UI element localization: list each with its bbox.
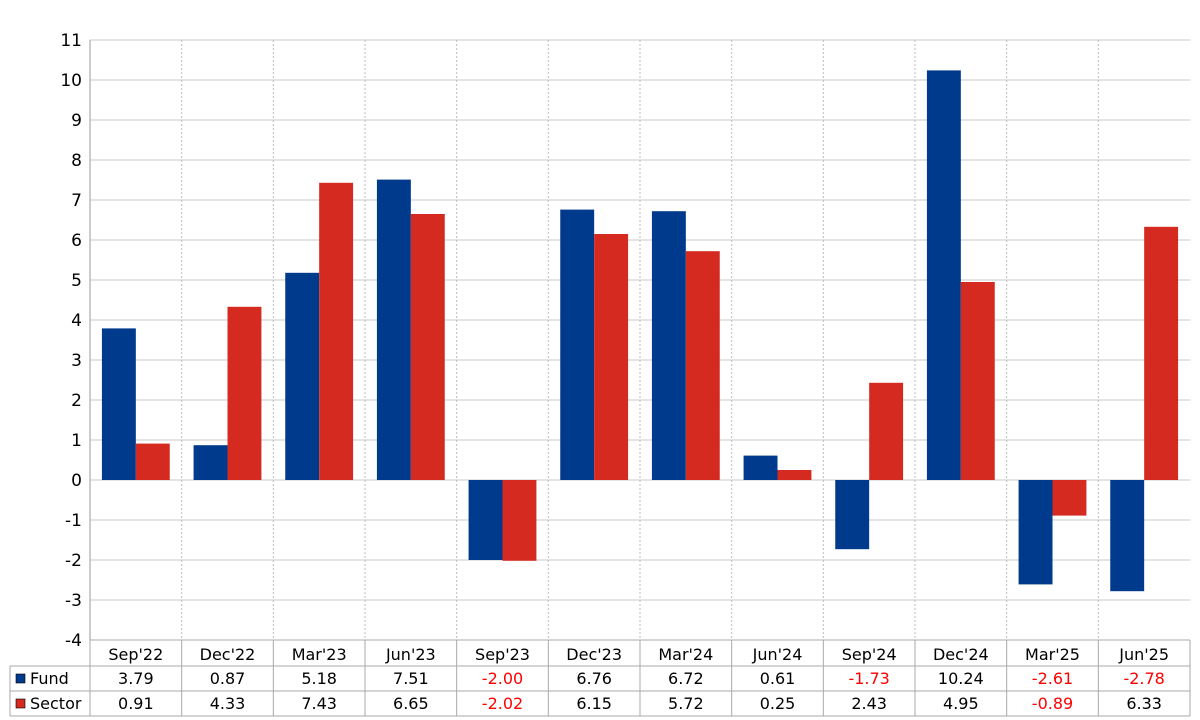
- y-tick-label: -4: [65, 631, 82, 651]
- data-label-sector: 0.91: [118, 694, 154, 713]
- bar-sector-4: [502, 480, 537, 561]
- x-tick-label: Sep'24: [842, 645, 897, 664]
- y-tick-label: 7: [71, 191, 82, 211]
- y-tick-label: 2: [71, 391, 82, 411]
- x-tick-label: Mar'24: [658, 645, 713, 664]
- x-tick-label: Mar'23: [292, 645, 347, 664]
- x-tick-label: Dec'24: [933, 645, 989, 664]
- y-tick-label: 4: [71, 311, 82, 331]
- bar-sector-7: [777, 470, 812, 480]
- data-label-fund: 5.18: [301, 669, 337, 688]
- y-tick-label: 10: [60, 71, 82, 91]
- y-tick-label: 1: [71, 431, 82, 451]
- bar-sector-0: [135, 443, 170, 480]
- bar-sector-8: [869, 382, 904, 480]
- bar-fund-9: [926, 70, 961, 481]
- gridlines: [90, 39, 1190, 641]
- bar-fund-0: [101, 328, 136, 480]
- bar-sector-9: [960, 282, 995, 480]
- legend-swatch-sector: [15, 698, 26, 709]
- data-label-sector: 6.33: [1126, 694, 1162, 713]
- bar-fund-1: [193, 445, 228, 480]
- bar-sector-2: [319, 182, 354, 481]
- bar-fund-6: [651, 211, 686, 480]
- bar-fund-3: [376, 179, 411, 480]
- data-label-sector: 4.33: [210, 694, 246, 713]
- x-tick-label: Sep'22: [108, 645, 163, 664]
- data-label-sector: 0.25: [760, 694, 796, 713]
- data-label-sector: -0.89: [1032, 694, 1073, 713]
- data-label-fund: 0.87: [210, 669, 246, 688]
- y-tick-label: 5: [71, 271, 82, 291]
- data-label-sector: 6.15: [576, 694, 612, 713]
- data-label-sector: 2.43: [851, 694, 887, 713]
- y-tick-label: -1: [65, 511, 82, 531]
- data-label-fund: 6.72: [668, 669, 704, 688]
- data-label-fund: 3.79: [118, 669, 154, 688]
- data-label-fund: 7.51: [393, 669, 429, 688]
- y-tick-label: 11: [60, 31, 82, 51]
- bar-fund-5: [560, 209, 595, 480]
- x-tick-label: Mar'25: [1025, 645, 1080, 664]
- x-tick-label: Jun'23: [385, 645, 436, 664]
- bar-fund-7: [743, 455, 778, 480]
- bar-fund-2: [285, 272, 320, 480]
- bar-sector-1: [227, 306, 262, 480]
- bar-fund-8: [835, 480, 870, 550]
- bar-fund-4: [468, 480, 503, 560]
- data-label-sector: -2.02: [482, 694, 523, 713]
- x-tick-label: Dec'23: [566, 645, 622, 664]
- y-tick-label: -2: [65, 551, 82, 571]
- data-label-fund: 10.24: [938, 669, 984, 688]
- data-label-fund: -2.00: [482, 669, 523, 688]
- x-tick-label: Jun'25: [1118, 645, 1169, 664]
- x-tick-label: Sep'23: [475, 645, 530, 664]
- bar-sector-5: [594, 234, 629, 480]
- data-label-sector: 5.72: [668, 694, 704, 713]
- data-label-fund: 0.61: [760, 669, 796, 688]
- legend-swatch-fund: [15, 673, 26, 684]
- data-label-sector: 6.65: [393, 694, 429, 713]
- bar-sector-10: [1052, 480, 1087, 516]
- legend-label-fund: Fund: [30, 669, 69, 688]
- data-label-sector: 4.95: [943, 694, 979, 713]
- bar-sector-6: [685, 251, 720, 480]
- bar-sector-3: [410, 214, 445, 480]
- legend-label-sector: Sector: [30, 694, 82, 713]
- y-tick-label: 6: [71, 231, 82, 251]
- data-label-fund: 6.76: [576, 669, 612, 688]
- data-label-fund: -2.78: [1123, 669, 1164, 688]
- y-tick-label: 3: [71, 351, 82, 371]
- data-table: Sep'22 Dec'22 Mar'23 Jun'23 Sep'23 Dec'23 Mar'…: [9, 639, 1191, 717]
- data-label-sector: 7.43: [301, 694, 337, 713]
- y-tick-label: 9: [71, 111, 82, 131]
- bars: [101, 70, 1179, 592]
- bar-fund-10: [1018, 480, 1053, 585]
- y-tick-label: 0: [71, 471, 82, 491]
- x-tick-label: Jun'24: [752, 645, 803, 664]
- y-tick-label: 8: [71, 151, 82, 171]
- bar-fund-11: [1110, 480, 1145, 592]
- data-label-fund: -1.73: [848, 669, 889, 688]
- bar-sector-11: [1144, 226, 1179, 480]
- y-tick-label: -3: [65, 591, 82, 611]
- data-label-fund: -2.61: [1032, 669, 1073, 688]
- x-tick-label: Dec'22: [200, 645, 256, 664]
